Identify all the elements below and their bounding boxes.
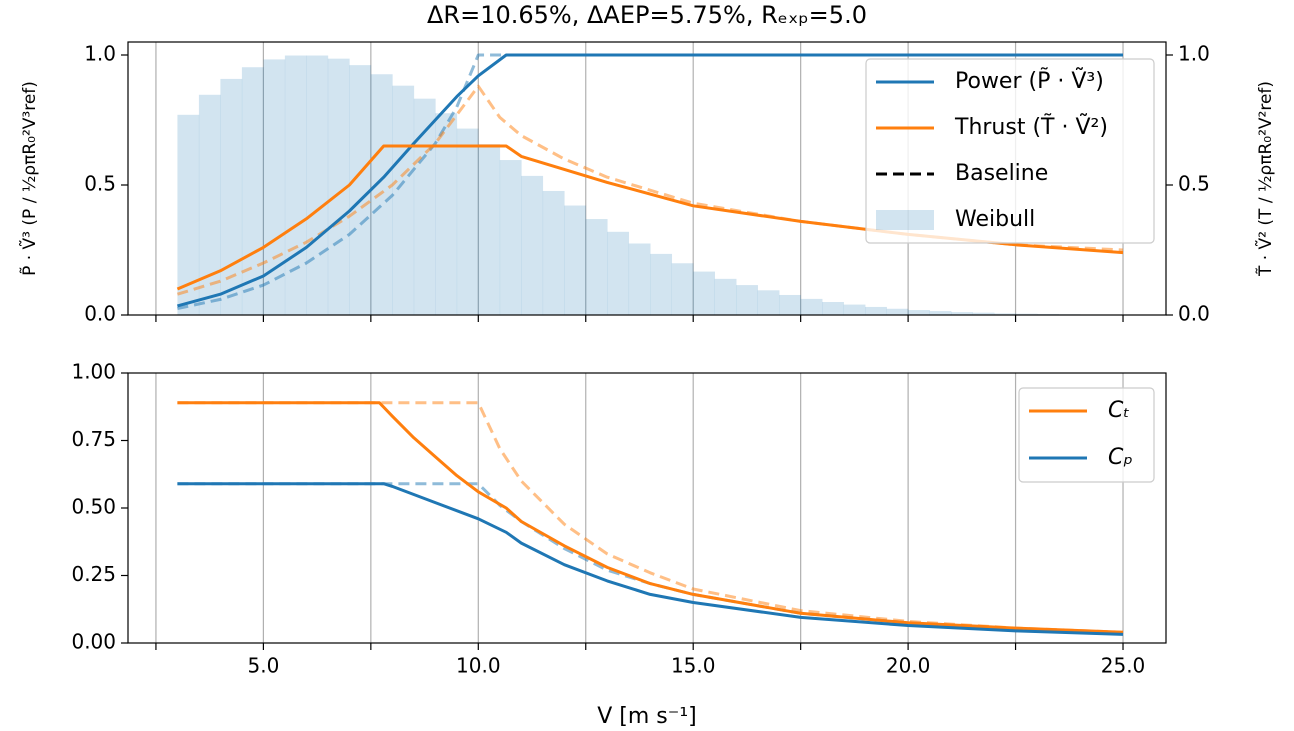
x-tick-label: 10.0 bbox=[456, 654, 501, 678]
legend-label: Weibull bbox=[955, 207, 1035, 232]
histogram-bar bbox=[886, 308, 909, 315]
histogram-bar bbox=[972, 312, 995, 315]
histogram-bar bbox=[865, 306, 887, 315]
y-tick-label: 0.25 bbox=[71, 562, 116, 586]
x-tick-label: 25.0 bbox=[1101, 654, 1146, 678]
line-series bbox=[177, 53, 1123, 308]
histogram-bar bbox=[1015, 313, 1038, 315]
y2-tick-label: 1.0 bbox=[1178, 42, 1210, 66]
line-series bbox=[177, 482, 1124, 636]
y-tick-label: 0.50 bbox=[71, 495, 116, 519]
histogram-bar bbox=[628, 243, 651, 315]
histogram-bar bbox=[585, 219, 608, 315]
histogram-bar bbox=[306, 55, 329, 316]
x-tick-label: 15.0 bbox=[671, 654, 716, 678]
y-tick-label: 0.00 bbox=[71, 630, 116, 654]
histogram-bar bbox=[327, 58, 350, 315]
line-series bbox=[177, 401, 1124, 634]
axes-frame bbox=[127, 41, 1167, 316]
histogram-bar bbox=[220, 78, 243, 315]
y-tick-label: 0.75 bbox=[71, 427, 116, 451]
x-tick-label: 5.0 bbox=[247, 654, 279, 678]
line-series bbox=[177, 482, 1124, 635]
legend-box bbox=[865, 58, 1155, 244]
y-tick-label: 1.0 bbox=[84, 42, 116, 66]
histogram-bar bbox=[800, 298, 823, 315]
histogram-bar bbox=[650, 253, 673, 315]
histogram-bar bbox=[757, 290, 780, 315]
legend-box bbox=[1018, 387, 1155, 483]
chart-title: ΔR=10.65%, ΔAEP=5.75%, Rₑₓₚ=5.0 bbox=[427, 1, 867, 29]
legend-label: Baseline bbox=[955, 161, 1048, 186]
histogram-bar bbox=[349, 65, 372, 315]
histogram-bar bbox=[241, 67, 264, 315]
legend-label: Cₜ bbox=[1108, 398, 1130, 423]
y-tick-label: 0.0 bbox=[84, 302, 116, 326]
histogram-bar bbox=[499, 160, 522, 315]
histogram-bar bbox=[263, 59, 286, 315]
histogram-bar bbox=[177, 114, 200, 315]
histogram-bar bbox=[779, 294, 801, 315]
y-axis-label: P̃ · Ṽ³ (P / ½ρπR₀²V³ref) bbox=[18, 81, 40, 276]
y2-tick-label: 0.0 bbox=[1178, 302, 1210, 326]
legend-label: Cₚ bbox=[1108, 445, 1133, 470]
histogram-bar bbox=[478, 144, 501, 315]
histogram-bar bbox=[284, 55, 307, 316]
histogram-bar bbox=[413, 98, 436, 316]
x-axis-label: V [m s⁻¹] bbox=[597, 704, 697, 729]
x-tick-label: 20.0 bbox=[886, 654, 931, 678]
y-tick-label: 1.00 bbox=[71, 360, 116, 384]
histogram-bar bbox=[521, 175, 544, 315]
histogram-bar bbox=[198, 94, 221, 315]
y-tick-label: 0.5 bbox=[84, 172, 116, 196]
histogram-bar bbox=[714, 278, 737, 315]
histogram-bar bbox=[843, 304, 866, 315]
legend-swatch bbox=[876, 210, 934, 230]
histogram-bar bbox=[435, 113, 458, 316]
histogram-bar bbox=[671, 263, 694, 315]
histogram-bar bbox=[693, 271, 715, 315]
histogram-bar bbox=[370, 74, 393, 316]
histogram-bar bbox=[456, 128, 479, 315]
histogram-bar bbox=[564, 205, 587, 315]
histogram-bar bbox=[392, 85, 415, 316]
line-series bbox=[177, 401, 1124, 634]
axes-frame bbox=[127, 372, 1167, 644]
legend-label: Power (P̃ · Ṽ³) bbox=[955, 67, 1104, 94]
histogram-bar bbox=[822, 302, 844, 315]
legend-label: Thrust (T̃ · Ṽ²) bbox=[954, 113, 1108, 140]
y2-tick-label: 0.5 bbox=[1178, 172, 1210, 196]
histogram-bar bbox=[908, 310, 930, 315]
histogram-bar bbox=[951, 312, 973, 315]
histogram-bar bbox=[542, 190, 565, 315]
y2-axis-label: T̃ · Ṽ² (T / ½ρπR₀²V²ref) bbox=[1254, 81, 1276, 277]
histogram-bar bbox=[607, 231, 630, 315]
histogram-bar bbox=[736, 285, 758, 315]
histogram-bar bbox=[929, 311, 952, 315]
histogram-bar bbox=[994, 313, 1016, 315]
